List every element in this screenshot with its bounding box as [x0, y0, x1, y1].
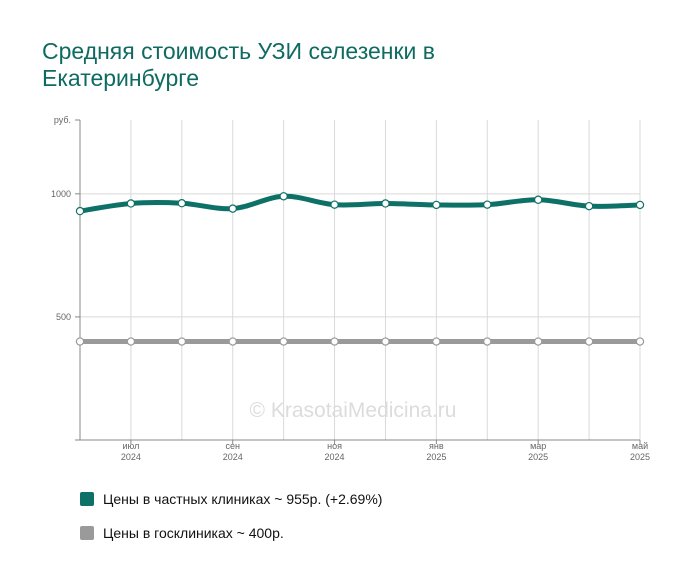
data-point — [279, 337, 288, 346]
data-point — [177, 198, 187, 208]
data-point — [279, 192, 288, 201]
x-tick-label-year: 2025 — [630, 452, 650, 462]
legend-swatch-private — [80, 492, 94, 506]
x-tick-label-month: ноя — [327, 441, 342, 451]
x-tick-label-year: 2024 — [223, 452, 243, 462]
data-point — [483, 337, 492, 346]
axes: 5001000руб.июл2024сен2024ноя2024янв2025м… — [51, 115, 650, 462]
data-point — [330, 200, 339, 209]
x-tick-label-month: сен — [225, 441, 240, 451]
data-point — [533, 337, 543, 346]
y-tick-label: 500 — [56, 312, 71, 322]
data-point — [584, 337, 594, 346]
data-point — [381, 337, 390, 346]
x-tick-label-month: мар — [530, 441, 546, 451]
data-point — [584, 201, 594, 211]
data-point — [75, 337, 85, 346]
series-private — [75, 192, 645, 216]
x-tick-label-month: июл — [122, 441, 139, 451]
series-line — [77, 193, 643, 214]
chart-title: Средняя стоимость УЗИ селезенки в Екатер… — [42, 38, 435, 91]
data-point — [635, 200, 645, 210]
data-point — [533, 195, 543, 204]
data-point — [432, 200, 441, 210]
x-tick-label-year: 2024 — [325, 452, 345, 462]
x-tick-label-year: 2025 — [426, 452, 446, 462]
data-point — [381, 199, 390, 208]
y-tick-label: 1000 — [51, 189, 71, 199]
data-point — [228, 204, 237, 213]
data-point — [635, 337, 645, 346]
grid — [79, 120, 641, 440]
x-tick-label-month: май — [632, 441, 648, 451]
series-public — [75, 337, 645, 346]
legend: Цены в частных клиниках ~ 955р. (+2.69%)… — [80, 488, 382, 556]
x-tick-label-month: янв — [429, 441, 444, 451]
line-chart: 5001000руб.июл2024сен2024ноя2024янв2025м… — [51, 115, 650, 462]
data-point — [126, 337, 136, 346]
data-point — [228, 337, 237, 346]
x-tick-label-year: 2025 — [528, 452, 548, 462]
watermark: © KrasotaiMedicina.ru — [250, 399, 457, 422]
series-group — [75, 192, 645, 346]
x-tick-label-year: 2024 — [121, 452, 141, 462]
data-point — [126, 199, 136, 208]
legend-swatch-public — [80, 526, 94, 540]
legend-item-private[interactable]: Цены в частных клиниках ~ 955р. (+2.69%) — [80, 488, 382, 510]
data-point — [483, 200, 492, 209]
legend-label-private: Цены в частных клиниках ~ 955р. (+2.69%) — [103, 491, 383, 507]
data-point — [177, 337, 187, 346]
data-point — [432, 337, 441, 346]
data-point — [75, 206, 85, 216]
data-point — [330, 337, 339, 346]
legend-label-public: Цены в госклиниках ~ 400р. — [103, 525, 284, 541]
legend-item-public[interactable]: Цены в госклиниках ~ 400р. — [80, 522, 382, 544]
y-axis-label: руб. — [54, 115, 71, 125]
